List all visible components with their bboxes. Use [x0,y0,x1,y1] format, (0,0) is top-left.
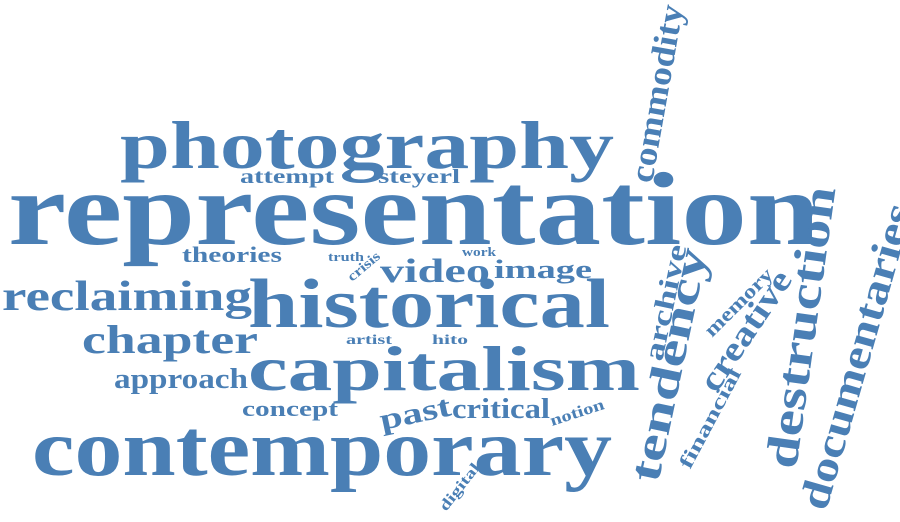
word-historical: historical [248,266,610,343]
word-image: image [494,255,592,284]
word-truth: truth [328,249,365,264]
word-video: video [380,253,490,290]
word-contemporary: contemporary [32,405,612,493]
word-reclaiming: reclaiming [2,274,252,320]
word-capitalism: capitalism [248,333,640,404]
word-photography: photography [120,107,614,183]
word-approach: approach [114,364,248,395]
word-critical: critical [452,394,550,425]
word-chapter: chapter [82,317,258,362]
word-work: work [462,244,497,259]
word-artist: artist [346,333,392,348]
word-steyerl: steyerl [378,166,461,188]
word-representation: representation [8,152,820,267]
word-attempt: attempt [240,166,334,188]
word-concept: concept [242,396,339,421]
word-theories: theories [182,242,283,267]
word-hito: hito [432,333,468,348]
